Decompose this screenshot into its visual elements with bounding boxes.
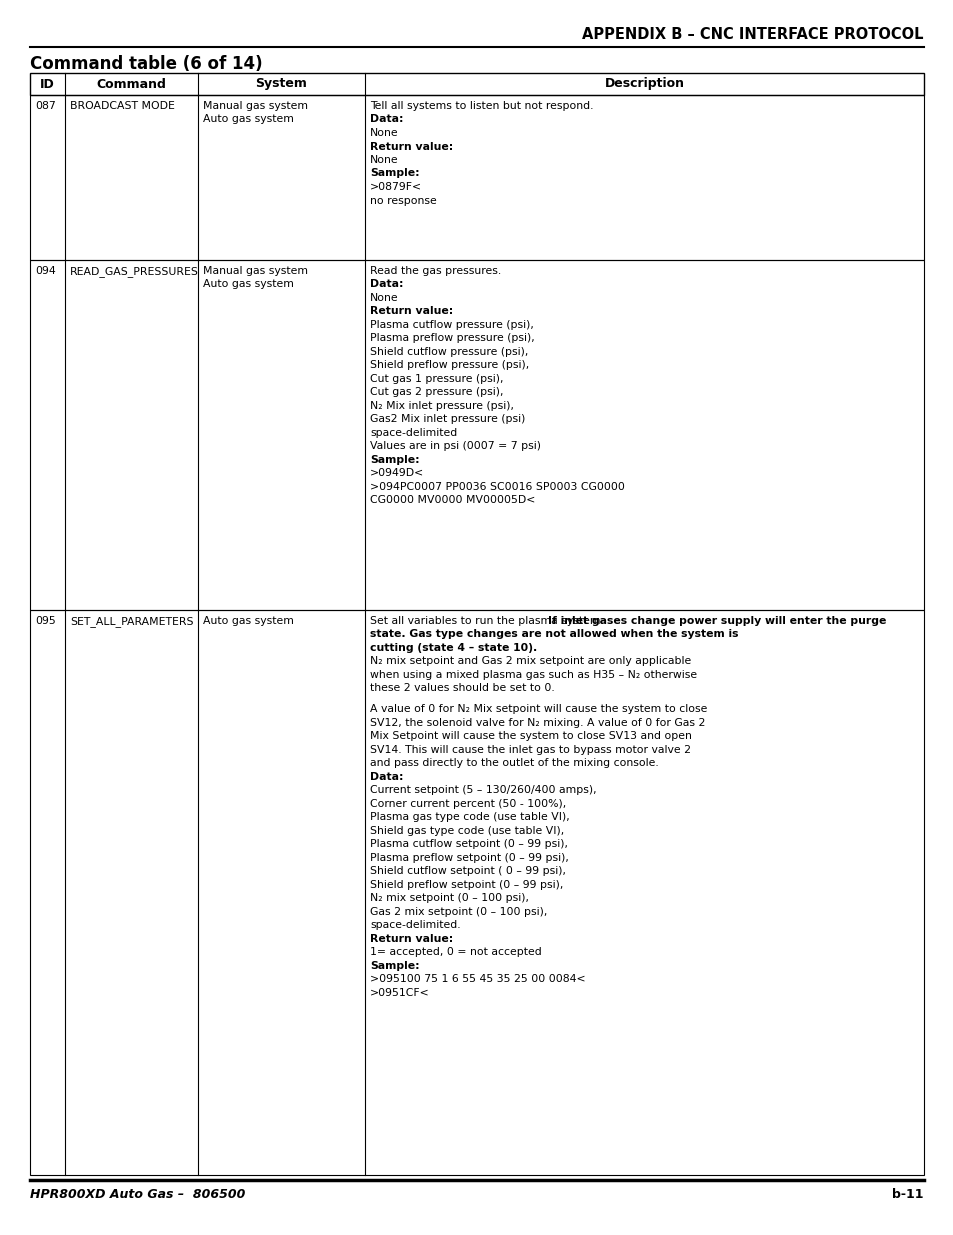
Text: Sample:: Sample: [370,961,419,971]
Text: 087: 087 [35,101,55,111]
Text: Shield gas type code (use table VI),: Shield gas type code (use table VI), [370,826,563,836]
Text: N₂ Mix inlet pressure (psi),: N₂ Mix inlet pressure (psi), [370,401,514,411]
Text: N₂ mix setpoint (0 – 100 psi),: N₂ mix setpoint (0 – 100 psi), [370,893,529,903]
Text: APPENDIX B – CNC INTERFACE PROTOCOL: APPENDIX B – CNC INTERFACE PROTOCOL [582,27,923,42]
Text: If inlet gases change power supply will enter the purge: If inlet gases change power supply will … [548,616,886,626]
Text: space-delimited.: space-delimited. [370,920,460,930]
Text: Tell all systems to listen but not respond.: Tell all systems to listen but not respo… [370,101,593,111]
Text: >0949D<: >0949D< [370,468,424,478]
Text: None: None [370,293,398,303]
Text: Sample:: Sample: [370,168,419,179]
Text: Plasma cutflow pressure (psi),: Plasma cutflow pressure (psi), [370,320,534,330]
Bar [30,95,923,259]
Text: SET_ALL_PARAMETERS: SET_ALL_PARAMETERS [70,616,193,627]
Text: Data:: Data: [370,772,403,782]
Text: None: None [370,156,398,165]
Text: Sample:: Sample: [370,454,419,464]
Text: 1= accepted, 0 = not accepted: 1= accepted, 0 = not accepted [370,947,541,957]
Text: ID: ID [40,78,55,90]
Text: Auto gas system: Auto gas system [203,616,294,626]
Text: HPR800XD Auto Gas –  806500: HPR800XD Auto Gas – 806500 [30,1188,245,1200]
Text: Values are in psi (0007 = 7 psi): Values are in psi (0007 = 7 psi) [370,441,540,451]
Bar [30,610,923,1174]
Text: N₂ mix setpoint and Gas 2 mix setpoint are only applicable: N₂ mix setpoint and Gas 2 mix setpoint a… [370,656,691,667]
Text: A value of 0 for N₂ Mix setpoint will cause the system to close: A value of 0 for N₂ Mix setpoint will ca… [370,704,706,714]
Text: Manual gas system: Manual gas system [203,101,308,111]
Text: b-11: b-11 [892,1188,923,1200]
Text: 094: 094 [35,266,55,275]
Text: >0879F<: >0879F< [370,182,421,191]
Text: Mix Setpoint will cause the system to close SV13 and open: Mix Setpoint will cause the system to cl… [370,731,691,741]
Text: Cut gas 2 pressure (psi),: Cut gas 2 pressure (psi), [370,388,503,398]
Text: Plasma gas type code (use table VI),: Plasma gas type code (use table VI), [370,813,569,823]
Text: Description: Description [604,78,684,90]
Text: Data:: Data: [370,279,403,289]
Text: Shield cutflow pressure (psi),: Shield cutflow pressure (psi), [370,347,528,357]
Text: System: System [255,78,307,90]
Text: CG0000 MV0000 MV00005D<: CG0000 MV0000 MV00005D< [370,495,535,505]
Text: Corner current percent (50 - 100%),: Corner current percent (50 - 100%), [370,799,566,809]
Text: Shield cutflow setpoint ( 0 – 99 psi),: Shield cutflow setpoint ( 0 – 99 psi), [370,866,565,877]
Text: Command table (6 of 14): Command table (6 of 14) [30,56,262,73]
Text: Plasma preflow pressure (psi),: Plasma preflow pressure (psi), [370,333,535,343]
Text: Shield preflow setpoint (0 – 99 psi),: Shield preflow setpoint (0 – 99 psi), [370,879,563,889]
Text: Auto gas system: Auto gas system [203,115,294,125]
Text: no response: no response [370,195,436,205]
Text: BROADCAST MODE: BROADCAST MODE [70,101,174,111]
Text: Data:: Data: [370,115,403,125]
Text: >094PC0007 PP0036 SC0016 SP0003 CG0000: >094PC0007 PP0036 SC0016 SP0003 CG0000 [370,482,624,492]
Bar [30,73,923,95]
Text: Return value:: Return value: [370,142,453,152]
Text: >095100 75 1 6 55 45 35 25 00 0084<: >095100 75 1 6 55 45 35 25 00 0084< [370,974,585,984]
Text: when using a mixed plasma gas such as H35 – N₂ otherwise: when using a mixed plasma gas such as H3… [370,669,697,680]
Text: Return value:: Return value: [370,306,453,316]
Text: Manual gas system: Manual gas system [203,266,308,275]
Bar [30,259,923,610]
Text: 095: 095 [35,616,55,626]
Text: >0951CF<: >0951CF< [370,988,429,998]
Text: space-delimited: space-delimited [370,427,456,437]
Text: Shield preflow pressure (psi),: Shield preflow pressure (psi), [370,361,529,370]
Text: state. Gas type changes are not allowed when the system is: state. Gas type changes are not allowed … [370,630,738,640]
Text: Plasma cutflow setpoint (0 – 99 psi),: Plasma cutflow setpoint (0 – 99 psi), [370,840,567,850]
Text: Read the gas pressures.: Read the gas pressures. [370,266,500,275]
Text: Gas 2 mix setpoint (0 – 100 psi),: Gas 2 mix setpoint (0 – 100 psi), [370,906,547,916]
Text: cutting (state 4 – state 10).: cutting (state 4 – state 10). [370,643,537,653]
Text: Cut gas 1 pressure (psi),: Cut gas 1 pressure (psi), [370,374,503,384]
Text: Set all variables to run the plasma system.: Set all variables to run the plasma syst… [370,616,607,626]
Text: Plasma preflow setpoint (0 – 99 psi),: Plasma preflow setpoint (0 – 99 psi), [370,853,568,863]
Text: None: None [370,128,398,138]
Text: SV12, the solenoid valve for N₂ mixing. A value of 0 for Gas 2: SV12, the solenoid valve for N₂ mixing. … [370,718,704,727]
Text: and pass directly to the outlet of the mixing console.: and pass directly to the outlet of the m… [370,758,659,768]
Text: Gas2 Mix inlet pressure (psi): Gas2 Mix inlet pressure (psi) [370,414,525,425]
Text: Current setpoint (5 – 130/260/400 amps),: Current setpoint (5 – 130/260/400 amps), [370,785,596,795]
Text: Auto gas system: Auto gas system [203,279,294,289]
Text: Command: Command [96,78,166,90]
Text: READ_GAS_PRESSURES: READ_GAS_PRESSURES [70,266,198,277]
Text: SV14. This will cause the inlet gas to bypass motor valve 2: SV14. This will cause the inlet gas to b… [370,745,690,755]
Text: Return value:: Return value: [370,934,453,944]
Text: these 2 values should be set to 0.: these 2 values should be set to 0. [370,683,554,693]
